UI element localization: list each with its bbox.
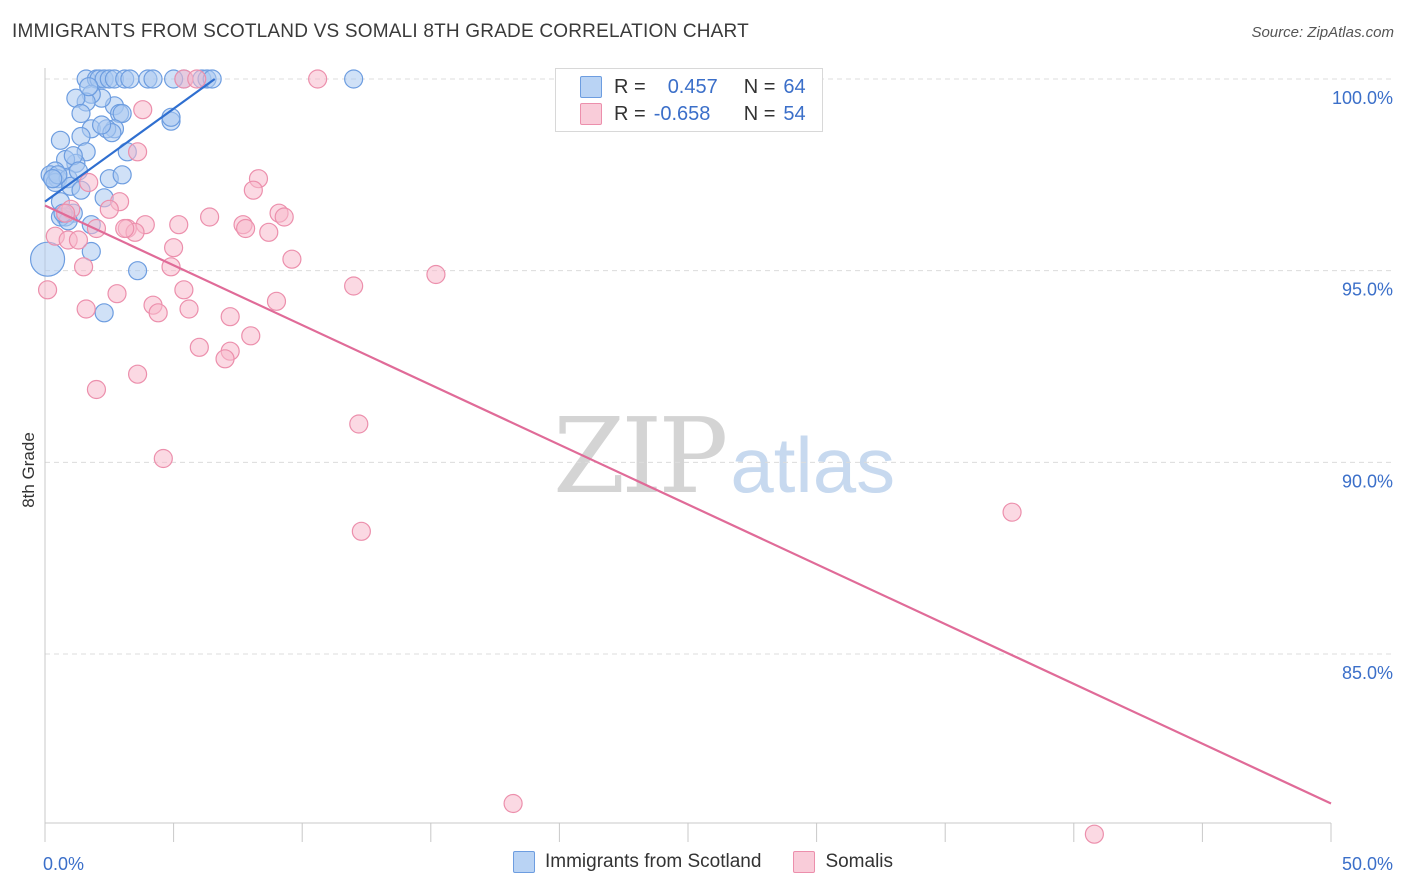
scotland-point (143, 69, 163, 89)
somali-point (1084, 824, 1104, 844)
somali-point (133, 100, 153, 120)
somali-point (282, 249, 302, 269)
scotland-point (127, 261, 148, 281)
somali-point (107, 284, 127, 304)
n-label: N = (743, 75, 776, 98)
data-points (29, 69, 1104, 844)
somali-point (174, 280, 194, 300)
y-axis-label: 8th Grade (19, 432, 39, 508)
trend-lines (44, 78, 1332, 805)
somali-point (1002, 502, 1022, 522)
scotland-trend-line (44, 78, 216, 203)
somali-point (187, 69, 207, 89)
axes (44, 68, 1332, 842)
somali-point (259, 222, 279, 242)
somali-point (243, 180, 263, 200)
somali-point (351, 521, 371, 541)
scotland-swatch (580, 76, 602, 98)
somali-point (148, 303, 168, 323)
legend-row-somali: R = -0.658 N = 54 (556, 101, 806, 127)
somali-point (179, 299, 199, 319)
somali-point (79, 172, 99, 193)
n-value-somali: 54 (783, 102, 806, 125)
somali-point (241, 326, 261, 346)
somali-point (153, 448, 173, 469)
somali-point (169, 215, 189, 235)
legend-item-somali: Somalis (793, 851, 893, 873)
somali-point (220, 307, 240, 327)
somali-point (127, 364, 148, 384)
x-tick-label: 0.0% (43, 854, 84, 874)
somali-point (99, 199, 119, 219)
series-legend: Immigrants from Scotland Somalis (0, 851, 1406, 873)
r-label: R = (614, 102, 646, 125)
scotland-point (344, 69, 364, 89)
y-tick-label: 100.0% (1332, 88, 1393, 108)
somali-point (127, 142, 148, 162)
scotland-point (112, 165, 132, 185)
legend-item-scotland: Immigrants from Scotland (512, 851, 762, 873)
gridlines (45, 78, 1392, 655)
r-value-scotland: 0.457 (667, 75, 718, 98)
somali-point (503, 793, 523, 814)
watermark-atlas: atlas (730, 421, 896, 509)
scotland-point (79, 77, 99, 97)
scotland-legend-swatch (512, 851, 535, 873)
source-label: Source: ZipAtlas.com (1251, 24, 1394, 41)
correlation-legend: R = 0.457 N = 64 R = -0.658 N = 54 (555, 68, 823, 132)
scotland-point (50, 130, 71, 150)
somali-trend-line (44, 204, 1332, 805)
r-value-somali: -0.658 (653, 102, 711, 125)
scotland-point (81, 241, 101, 262)
somali-point (115, 218, 135, 239)
somali-point (200, 207, 220, 227)
legend-row-scotland: R = 0.457 N = 64 (556, 74, 806, 100)
r-label: R = (614, 75, 646, 98)
y-tick-label: 90.0% (1342, 471, 1393, 491)
scotland-point (71, 103, 91, 124)
n-label: N = (743, 102, 776, 125)
chart-title: IMMIGRANTS FROM SCOTLAND VS SOMALI 8TH G… (12, 21, 749, 42)
somali-point (215, 349, 235, 369)
somali-point (426, 264, 446, 285)
y-tick-label: 85.0% (1342, 663, 1393, 683)
tick-labels: 100.0% 95.0% 90.0% 85.0% 0.0% 50.0% (43, 88, 1393, 874)
x-tick-label: 50.0% (1342, 854, 1393, 874)
somali-point (266, 291, 287, 311)
scotland-point (91, 115, 112, 135)
scotland-point (94, 303, 114, 323)
somali-point (164, 238, 184, 258)
legend-label-somali: Somalis (825, 851, 894, 872)
scotland-point (29, 241, 66, 277)
somali-point (68, 230, 89, 250)
scotland-point (43, 169, 63, 189)
somali-legend-swatch (793, 851, 816, 873)
somali-point (349, 414, 369, 434)
legend-label-scotland: Immigrants from Scotland (544, 851, 762, 872)
scotland-point (120, 69, 140, 89)
somali-point (86, 379, 107, 400)
somali-point (274, 207, 294, 227)
somali-point (189, 337, 209, 357)
somali-point (308, 69, 328, 89)
y-tick-label: 95.0% (1342, 280, 1393, 300)
somali-point (344, 276, 364, 296)
scotland-point (112, 103, 132, 124)
somali-point (37, 280, 58, 300)
n-value-scotland: 64 (783, 75, 806, 98)
somali-point (236, 218, 256, 239)
somali-swatch (580, 103, 602, 125)
somali-point (76, 299, 96, 319)
somali-point (73, 257, 94, 277)
